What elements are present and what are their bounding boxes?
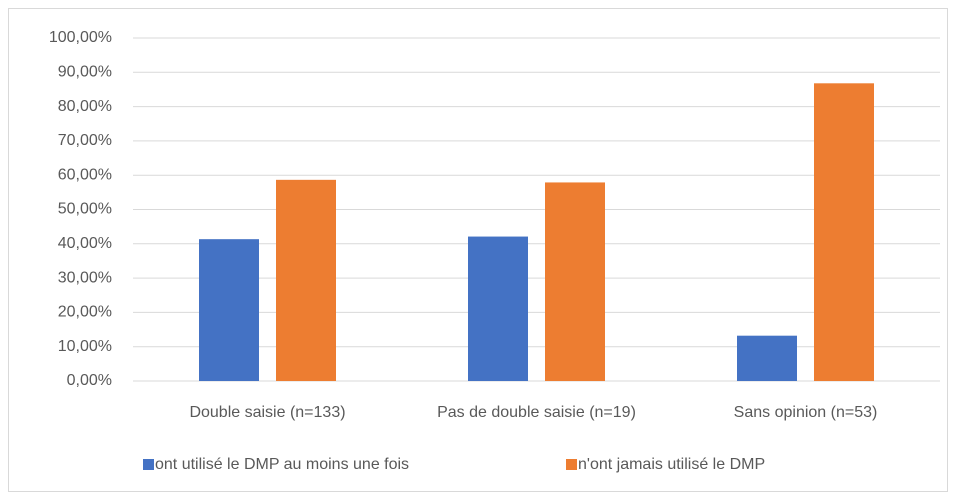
bar — [276, 179, 336, 381]
bar — [545, 182, 605, 381]
y-tick-label: 30,00% — [58, 269, 112, 286]
x-tick-label: Pas de double saisie (n=19) — [437, 404, 636, 421]
legend-swatch — [566, 459, 577, 470]
x-tick-label: Double saisie (n=133) — [189, 404, 345, 421]
y-tick-label: 50,00% — [58, 201, 112, 218]
legend-swatch — [143, 459, 154, 470]
y-tick-label: 40,00% — [58, 235, 112, 252]
bar — [468, 236, 528, 381]
bar — [814, 83, 874, 381]
legend-label: ont utilisé le DMP au moins une fois — [155, 456, 409, 473]
x-tick-label: Sans opinion (n=53) — [734, 404, 878, 421]
y-tick-label: 10,00% — [58, 338, 112, 355]
legend-label: n'ont jamais utilisé le DMP — [578, 456, 765, 473]
y-tick-label: 60,00% — [58, 166, 112, 183]
bar — [737, 335, 797, 381]
y-tick-label: 90,00% — [58, 64, 112, 81]
y-tick-label: 20,00% — [58, 304, 112, 321]
y-tick-label: 70,00% — [58, 132, 112, 149]
y-tick-label: 80,00% — [58, 98, 112, 115]
y-tick-label: 100,00% — [49, 29, 112, 46]
bar — [199, 239, 259, 381]
y-tick-label: 0,00% — [67, 372, 112, 389]
